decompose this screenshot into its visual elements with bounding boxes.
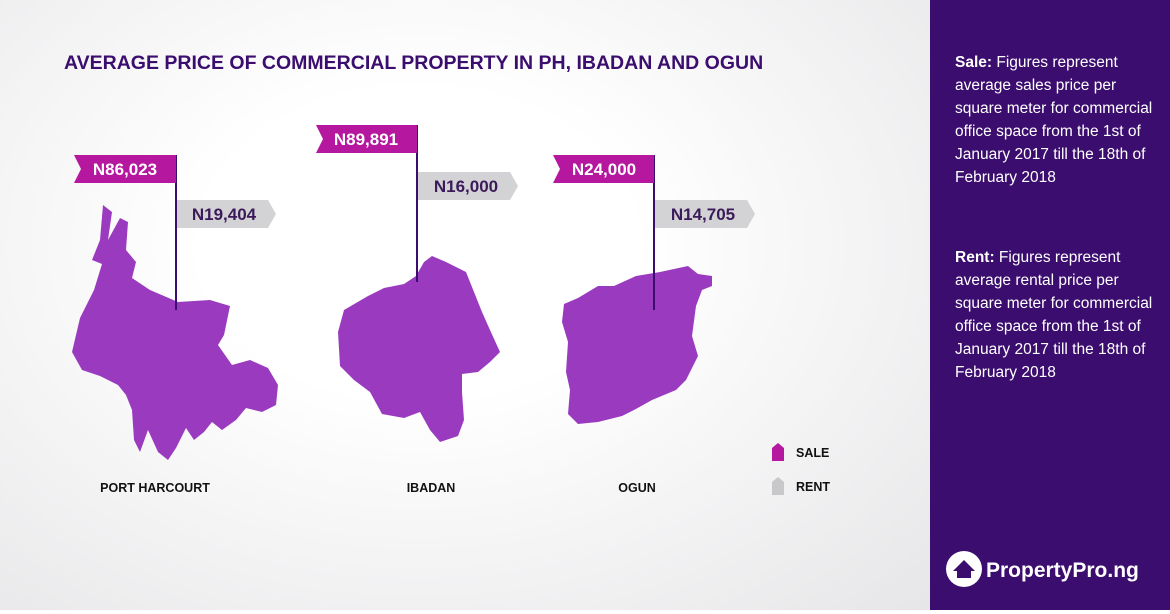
note-label: Sale: (955, 54, 993, 71)
port-harcourt-map (72, 205, 278, 460)
note-text: Figures represent average rental price p… (955, 249, 1153, 381)
title: AVERAGE PRICE OF COMMERCIAL PROPERTY IN … (64, 52, 763, 74)
rent-price: N19,404 (192, 205, 257, 224)
sale-flag (553, 155, 654, 183)
sale-flag (74, 155, 176, 183)
city-name: IBADAN (407, 481, 456, 495)
rent-flag (655, 200, 755, 228)
note-label: Rent: (955, 249, 995, 266)
rent-price: N14,705 (671, 205, 735, 224)
city-name: OGUN (618, 481, 656, 495)
main-panel: AVERAGE PRICE OF COMMERCIAL PROPERTY IN … (0, 0, 930, 610)
rent-flag (177, 200, 276, 228)
sale-price: N89,891 (334, 130, 398, 149)
note: Rent: Figures represent average rental p… (955, 246, 1155, 384)
rent-price: N16,000 (434, 177, 498, 196)
legend-swatch (772, 477, 784, 495)
city-name: PORT HARCOURT (100, 481, 210, 495)
ogun-map (562, 266, 712, 424)
legend-label: SALE (796, 446, 829, 460)
legend-label: RENT (796, 480, 830, 494)
legend-swatch (772, 443, 784, 461)
sale-flag (316, 125, 417, 153)
sale-price: N86,023 (93, 160, 157, 179)
sale-price: N24,000 (572, 160, 636, 179)
ibadan-map (338, 256, 500, 442)
infographic: AVERAGE PRICE OF COMMERCIAL PROPERTY IN … (64, 52, 830, 495)
logo-house (953, 560, 975, 578)
rent-flag (418, 172, 518, 200)
note-text: Figures represent average sales price pe… (955, 54, 1153, 186)
note: Sale: Figures represent average sales pr… (955, 51, 1155, 189)
logo: PropertyPro.ng (946, 551, 1139, 587)
logo-text: PropertyPro.ng (986, 559, 1139, 582)
sidebar: Sale: Figures represent average sales pr… (930, 0, 1170, 610)
